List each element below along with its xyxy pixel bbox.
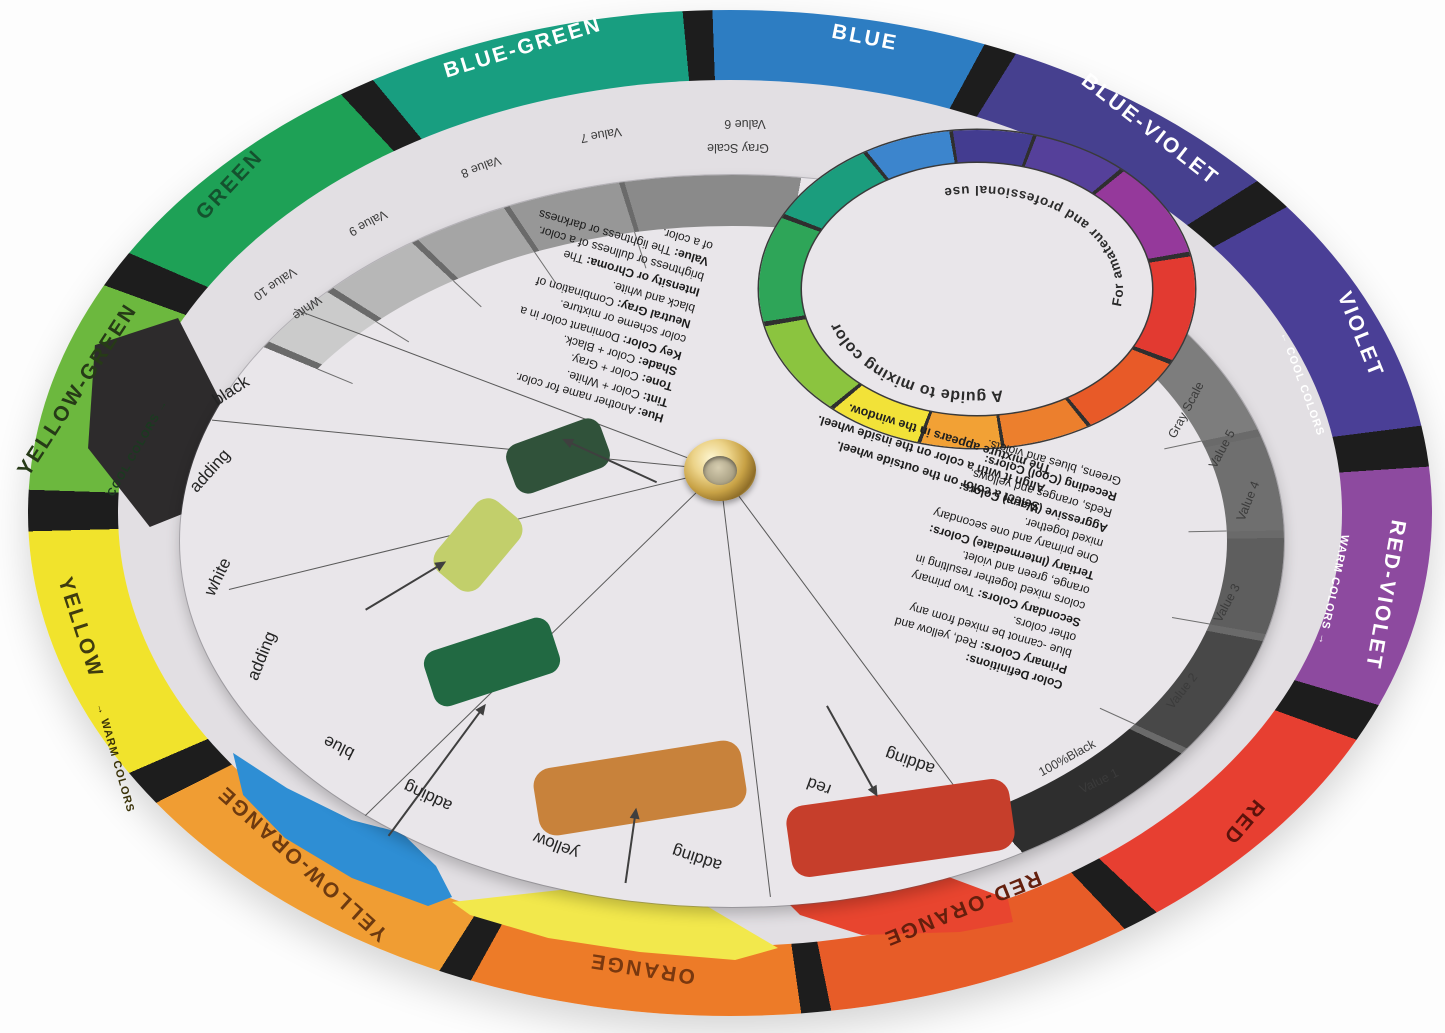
- mini-wheel-title: A guide to mixing color: [827, 320, 1003, 405]
- mini-color-ring-core: [802, 163, 1152, 415]
- grommet-hole: [703, 456, 737, 485]
- mini-wheel-subtitle: For amateur and professional use: [943, 183, 1126, 308]
- svg-text:A guide to mixing color: A guide to mixing color: [827, 320, 1004, 405]
- svg-text:For amateur and professional u: For amateur and professional use: [943, 183, 1127, 308]
- value-6-label: Value 6: [724, 117, 766, 131]
- gray-scale-title-top: Gray Scale: [707, 141, 769, 155]
- mini-ring-curved-text: A guide to mixing color For amateur and …: [827, 183, 1127, 405]
